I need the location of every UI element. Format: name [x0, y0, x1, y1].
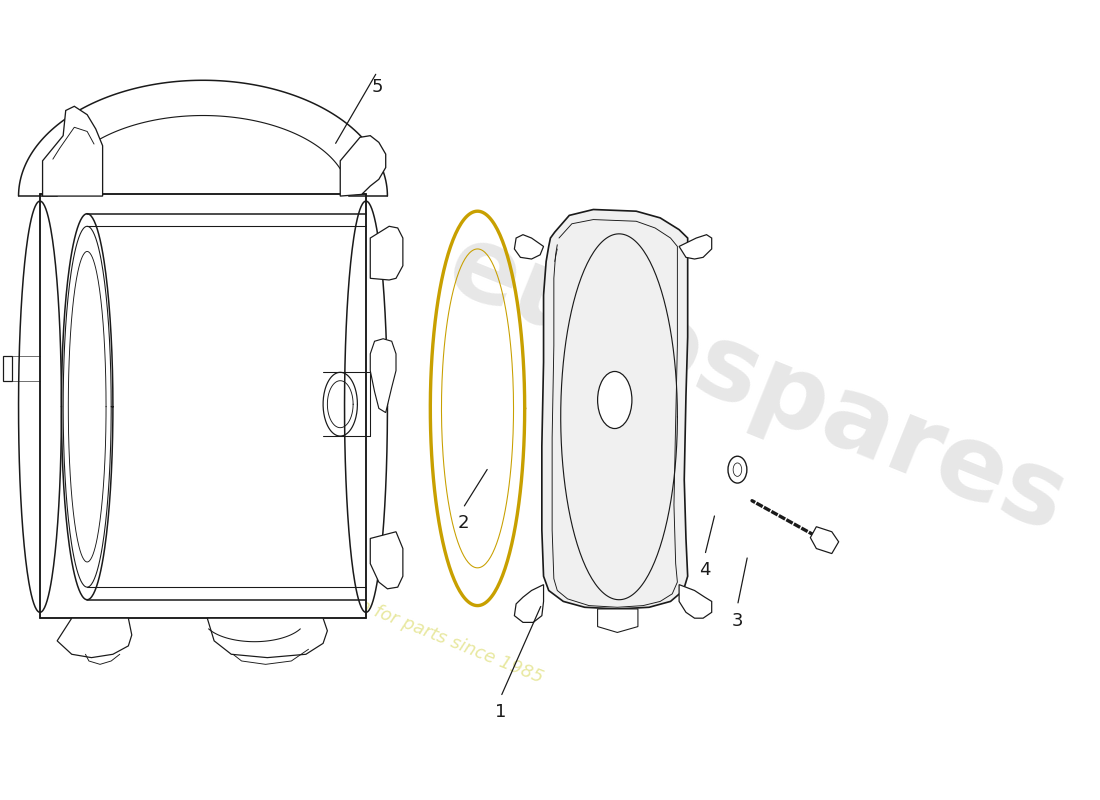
Ellipse shape — [597, 371, 631, 429]
Polygon shape — [542, 210, 688, 609]
Text: 4: 4 — [700, 562, 711, 579]
Polygon shape — [515, 234, 543, 259]
Polygon shape — [597, 609, 638, 633]
Polygon shape — [371, 532, 403, 589]
Polygon shape — [679, 234, 712, 259]
Text: a passion for parts since 1985: a passion for parts since 1985 — [287, 568, 546, 686]
Polygon shape — [371, 226, 403, 280]
Polygon shape — [371, 338, 396, 413]
Text: eurospares: eurospares — [432, 214, 1080, 554]
Polygon shape — [57, 618, 132, 658]
Ellipse shape — [728, 456, 747, 483]
Text: 1: 1 — [495, 703, 506, 721]
Polygon shape — [3, 355, 12, 381]
Polygon shape — [679, 585, 712, 618]
Polygon shape — [515, 585, 543, 622]
Text: 2: 2 — [458, 514, 469, 532]
Polygon shape — [43, 106, 102, 196]
Polygon shape — [811, 526, 838, 554]
Polygon shape — [207, 618, 328, 658]
Text: 3: 3 — [732, 612, 744, 630]
Polygon shape — [340, 136, 386, 196]
Text: 5: 5 — [372, 78, 383, 96]
Polygon shape — [40, 194, 366, 618]
